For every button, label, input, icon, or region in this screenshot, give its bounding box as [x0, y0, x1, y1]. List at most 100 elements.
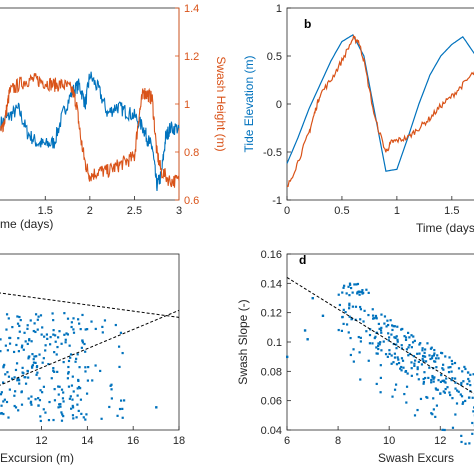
panel-d-point [400, 357, 404, 360]
panel-d-point [446, 386, 449, 389]
panel-c-point [13, 404, 16, 408]
panel-d-point [345, 292, 348, 295]
panel-c-point [39, 314, 43, 317]
panel-d-point [442, 363, 445, 366]
panel-d-point [393, 356, 397, 359]
panel-d-point [391, 395, 394, 398]
panel-d-point [386, 355, 389, 358]
panel-d-point [395, 335, 398, 338]
panel-d-point [462, 380, 465, 383]
panel-d-point [420, 363, 424, 366]
panel-d-point [440, 373, 443, 377]
panel-d-point [401, 327, 404, 331]
panel-c-point [62, 360, 65, 364]
panel-d-point [403, 335, 406, 338]
panel-d-point [461, 402, 464, 405]
panel-c-point [20, 346, 24, 349]
panel-d-point [401, 359, 405, 362]
panel-c-point [41, 361, 44, 364]
panel-d-point [387, 336, 391, 339]
panel-b-series-blue [286, 34, 474, 172]
panel-d-point [469, 384, 472, 387]
panel-a-ylabel-right: Swash Height (m) [214, 56, 228, 151]
panel-c-point [78, 366, 81, 369]
panel-c-point [66, 377, 70, 380]
panel-c-point [27, 397, 30, 400]
panel-d-point [449, 366, 452, 369]
panel-d-point [400, 369, 403, 372]
panel-d-point [435, 388, 438, 391]
panel-c-point [16, 315, 19, 318]
panel-d-point [375, 382, 378, 386]
panel-c-point [34, 313, 38, 316]
panel-c-point [24, 382, 28, 385]
panel-d-point [380, 313, 383, 316]
panel-c-point [77, 318, 80, 321]
panel-c-point [42, 408, 45, 411]
panel-d-point [390, 362, 393, 365]
panel-c-point [52, 333, 55, 336]
panel-d-point [431, 355, 434, 358]
panel-c-point [4, 373, 7, 376]
panel-a-ytick-label-right: 1.2 [184, 51, 199, 63]
panel-d-ytick-label: 0.1 [267, 337, 282, 349]
panel-d-point [451, 397, 454, 400]
panel-c-point [18, 330, 21, 333]
panel-d-point [423, 351, 426, 354]
panel-d-point [437, 357, 440, 360]
panel-d-point [471, 421, 474, 425]
panel-c-point [57, 336, 60, 339]
panel-d-point [344, 311, 347, 314]
panel-c-point [65, 332, 68, 335]
panel-d-point [349, 336, 352, 340]
panel-d-point [454, 377, 457, 380]
panel-c-point [8, 388, 11, 391]
panel-d-point [432, 397, 435, 400]
panel-c-point [80, 412, 83, 415]
panel-c-point [84, 350, 87, 353]
panel-d-point [385, 325, 388, 328]
panel-c-point [71, 404, 74, 408]
panel-c-point [119, 331, 123, 334]
panel-c-point [14, 406, 18, 409]
panel-a-xtick-label: 1.5 [38, 205, 53, 217]
panel-c-point [32, 358, 35, 361]
panel-d-point [357, 335, 360, 339]
panel-d-point [379, 364, 382, 367]
panel-d-point [416, 373, 419, 376]
panel-d-point [454, 387, 457, 390]
panel-d-point [342, 322, 345, 325]
panel-c-point [18, 315, 21, 319]
panel-d-point [389, 319, 392, 322]
panel-d-point [469, 373, 472, 376]
panel-c-point [34, 330, 37, 334]
panel-c-point [69, 395, 72, 398]
panel-d-point [379, 376, 382, 379]
panel-c-point [58, 330, 61, 333]
panel-d-point [359, 308, 363, 311]
panel-d-point [404, 338, 408, 342]
panel-d-point [451, 377, 454, 380]
panel-c-point [52, 319, 55, 322]
panel-d-point [390, 354, 393, 357]
panel-c-point [35, 373, 38, 376]
panel-c-point [58, 403, 61, 406]
panel-d-point [418, 343, 421, 346]
panel-d-point [442, 368, 445, 371]
panel-c-point [26, 342, 29, 346]
panel-d-point [367, 291, 370, 294]
panel-d-point [400, 344, 403, 347]
panel-c-point [79, 398, 83, 401]
panel-a-ytick-label-right: 1 [184, 99, 190, 111]
panel-d-point [341, 315, 344, 319]
panel-c-point [94, 364, 97, 367]
panel-c-point [15, 362, 19, 365]
panel-c-point [30, 365, 34, 368]
panel-c-point [35, 355, 38, 358]
panel-d-point [359, 340, 362, 343]
panel-d-point [467, 371, 470, 374]
panel-c-point [41, 326, 44, 329]
panel-c-point [26, 369, 29, 373]
panel-d-point [439, 380, 443, 384]
panel-d-point [379, 341, 382, 344]
